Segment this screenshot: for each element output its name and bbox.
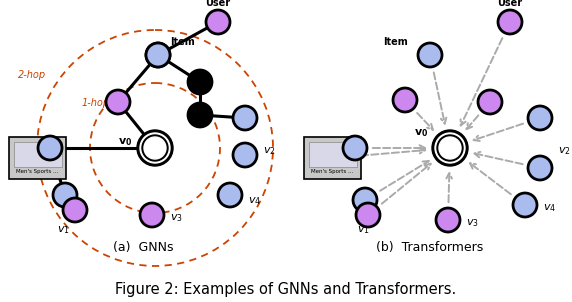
Circle shape (478, 90, 502, 114)
Text: $v_3$: $v_3$ (170, 212, 183, 224)
Text: (a)  GNNs: (a) GNNs (113, 242, 173, 255)
Text: $v_4$: $v_4$ (248, 195, 261, 207)
Text: $v_2$: $v_2$ (263, 145, 276, 157)
Circle shape (528, 106, 552, 130)
Circle shape (498, 10, 522, 34)
Circle shape (436, 208, 460, 232)
Circle shape (218, 183, 242, 207)
Circle shape (437, 135, 463, 161)
Text: 1-hop: 1-hop (82, 98, 110, 108)
Circle shape (140, 203, 164, 227)
Circle shape (233, 143, 257, 167)
Text: Item: Item (170, 37, 194, 47)
Text: $\mathbf{v_0}$: $\mathbf{v_0}$ (118, 136, 132, 148)
Circle shape (188, 70, 212, 94)
Circle shape (206, 10, 230, 34)
Circle shape (53, 183, 77, 207)
Circle shape (188, 103, 212, 127)
Circle shape (439, 137, 461, 159)
FancyBboxPatch shape (9, 137, 66, 179)
FancyBboxPatch shape (14, 142, 62, 166)
Text: User: User (498, 0, 523, 8)
Text: Men's Sports ...: Men's Sports ... (311, 169, 353, 174)
Text: Figure 2: Examples of GNNs and Transformers.: Figure 2: Examples of GNNs and Transform… (116, 282, 456, 297)
Circle shape (353, 188, 377, 212)
Circle shape (343, 136, 367, 160)
Circle shape (38, 136, 62, 160)
Text: $v_4$: $v_4$ (543, 202, 556, 214)
Circle shape (393, 88, 417, 112)
Circle shape (356, 203, 380, 227)
Text: $v_1$: $v_1$ (356, 224, 370, 236)
Circle shape (418, 43, 442, 67)
Text: $v_2$: $v_2$ (558, 145, 571, 157)
Circle shape (513, 193, 537, 217)
Circle shape (144, 137, 166, 159)
Text: 2-hop: 2-hop (18, 70, 46, 80)
Text: User: User (205, 0, 231, 8)
Circle shape (233, 106, 257, 130)
Text: $\mathbf{v_0}$: $\mathbf{v_0}$ (414, 127, 428, 139)
Circle shape (106, 90, 130, 114)
Circle shape (435, 133, 465, 163)
Circle shape (63, 198, 87, 222)
Circle shape (137, 130, 173, 166)
Circle shape (528, 156, 552, 180)
Text: Item: Item (383, 37, 408, 47)
FancyBboxPatch shape (308, 142, 356, 166)
FancyBboxPatch shape (304, 137, 361, 179)
Circle shape (146, 43, 170, 67)
Circle shape (140, 133, 170, 163)
Text: Men's Sports ...: Men's Sports ... (17, 169, 58, 174)
Text: $v_3$: $v_3$ (466, 217, 479, 229)
Circle shape (142, 135, 168, 161)
Text: (b)  Transformers: (b) Transformers (376, 242, 483, 255)
Circle shape (146, 43, 170, 67)
Text: $v_1$: $v_1$ (57, 224, 69, 236)
Circle shape (432, 130, 468, 166)
